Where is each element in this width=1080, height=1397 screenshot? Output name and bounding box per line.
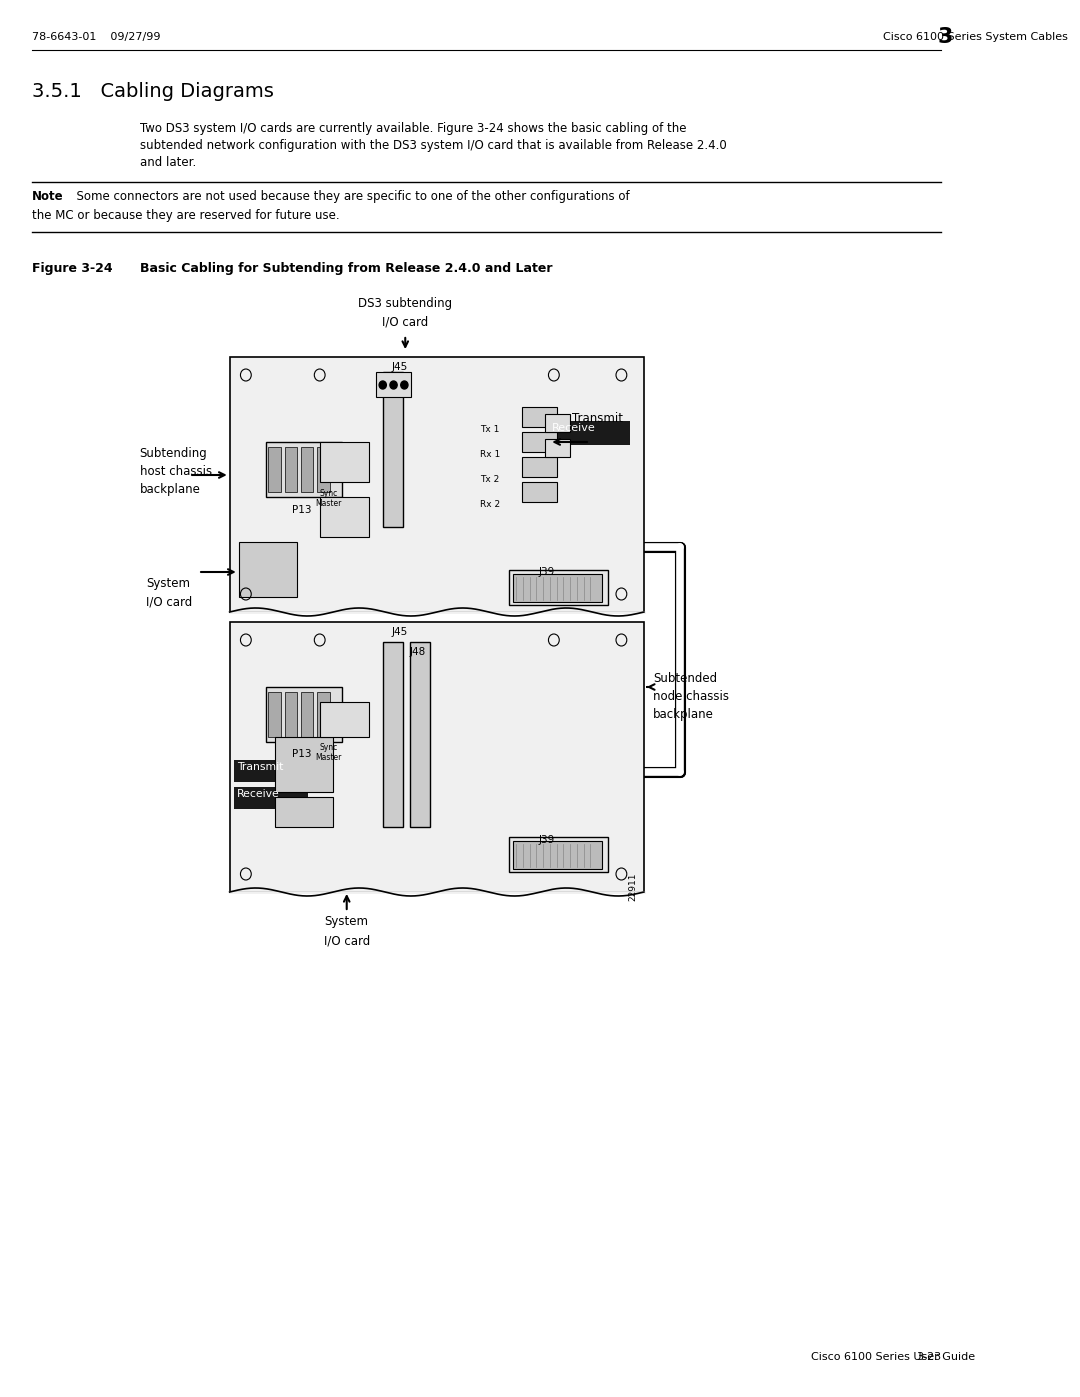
Text: the MC or because they are reserved for future use.: the MC or because they are reserved for … <box>31 210 339 222</box>
Bar <box>523 482 556 502</box>
Text: Receive: Receive <box>237 789 280 799</box>
Text: DS3 subtending: DS3 subtending <box>359 298 453 310</box>
Text: 3-23: 3-23 <box>916 1352 941 1362</box>
Bar <box>234 787 308 809</box>
Bar <box>268 447 281 492</box>
Text: host chassis: host chassis <box>139 465 212 478</box>
Bar <box>285 692 297 738</box>
Bar <box>239 542 297 597</box>
Bar <box>268 692 281 738</box>
Text: Note: Note <box>31 190 63 203</box>
Bar <box>513 574 602 602</box>
Text: Tx 1: Tx 1 <box>481 425 500 434</box>
Bar <box>509 570 608 605</box>
Text: 3.5.1   Cabling Diagrams: 3.5.1 Cabling Diagrams <box>31 82 273 101</box>
Bar <box>230 622 644 893</box>
Text: J45: J45 <box>392 362 408 372</box>
Bar <box>320 497 369 536</box>
Text: subtended network configuration with the DS3 system I/O card that is available f: subtended network configuration with the… <box>139 138 727 152</box>
Text: Cisco 6100 Series System Cables: Cisco 6100 Series System Cables <box>882 32 1067 42</box>
Bar <box>382 643 403 827</box>
Text: J45: J45 <box>392 627 408 637</box>
Bar <box>285 447 297 492</box>
Text: J48: J48 <box>409 647 426 657</box>
Text: Figure 3-24: Figure 3-24 <box>31 263 112 275</box>
Bar <box>550 420 631 446</box>
Bar <box>523 432 556 453</box>
Bar <box>320 703 369 738</box>
Text: I/O card: I/O card <box>324 935 369 947</box>
Bar <box>544 439 570 457</box>
Text: System: System <box>146 577 190 590</box>
Text: Sync
Master: Sync Master <box>315 743 342 763</box>
Text: Rx 1: Rx 1 <box>480 450 500 460</box>
Text: backplane: backplane <box>653 708 714 721</box>
Text: 3: 3 <box>937 27 954 47</box>
Text: Subtending: Subtending <box>139 447 207 460</box>
Text: backplane: backplane <box>139 483 201 496</box>
Text: J39: J39 <box>539 835 555 845</box>
Text: P13: P13 <box>292 504 311 515</box>
Text: I/O card: I/O card <box>382 314 429 328</box>
Bar <box>409 643 430 827</box>
Text: 78-6643-01    09/27/99: 78-6643-01 09/27/99 <box>31 32 160 42</box>
Text: I/O card: I/O card <box>146 595 192 608</box>
Bar <box>318 692 329 738</box>
Text: Sync
Master: Sync Master <box>315 489 342 509</box>
Text: Two DS3 system I/O cards are currently available. Figure 3-24 shows the basic ca: Two DS3 system I/O cards are currently a… <box>139 122 686 136</box>
Bar <box>523 407 556 427</box>
Circle shape <box>390 381 397 388</box>
Text: node chassis: node chassis <box>653 690 729 703</box>
Text: and later.: and later. <box>139 156 195 169</box>
Bar <box>301 447 313 492</box>
Bar <box>274 738 334 792</box>
Text: Basic Cabling for Subtending from Release 2.4.0 and Later: Basic Cabling for Subtending from Releas… <box>139 263 552 275</box>
Text: Rx 2: Rx 2 <box>480 500 500 509</box>
Bar <box>318 447 329 492</box>
Bar <box>266 441 342 497</box>
Bar <box>523 457 556 476</box>
Text: P13: P13 <box>292 749 311 759</box>
Text: Tx 2: Tx 2 <box>481 475 500 483</box>
Bar <box>320 441 369 482</box>
Bar <box>544 414 570 432</box>
Text: 22911: 22911 <box>629 872 637 901</box>
Text: J39: J39 <box>539 567 555 577</box>
Bar <box>377 372 410 397</box>
Text: Transmit: Transmit <box>237 761 283 773</box>
Bar <box>301 692 313 738</box>
Bar <box>513 841 602 869</box>
Text: System: System <box>325 915 368 928</box>
Circle shape <box>379 381 387 388</box>
Bar <box>382 372 403 527</box>
Text: Subtended: Subtended <box>653 672 717 685</box>
Bar <box>266 687 342 742</box>
Text: Transmit: Transmit <box>572 412 623 425</box>
Bar <box>274 798 334 827</box>
Text: Some connectors are not used because they are specific to one of the other confi: Some connectors are not used because the… <box>69 190 630 203</box>
Circle shape <box>401 381 408 388</box>
Bar <box>234 760 308 782</box>
Text: Cisco 6100 Series User Guide: Cisco 6100 Series User Guide <box>810 1352 974 1362</box>
Text: Receive: Receive <box>552 423 596 433</box>
Bar <box>230 358 644 612</box>
Bar <box>509 837 608 872</box>
